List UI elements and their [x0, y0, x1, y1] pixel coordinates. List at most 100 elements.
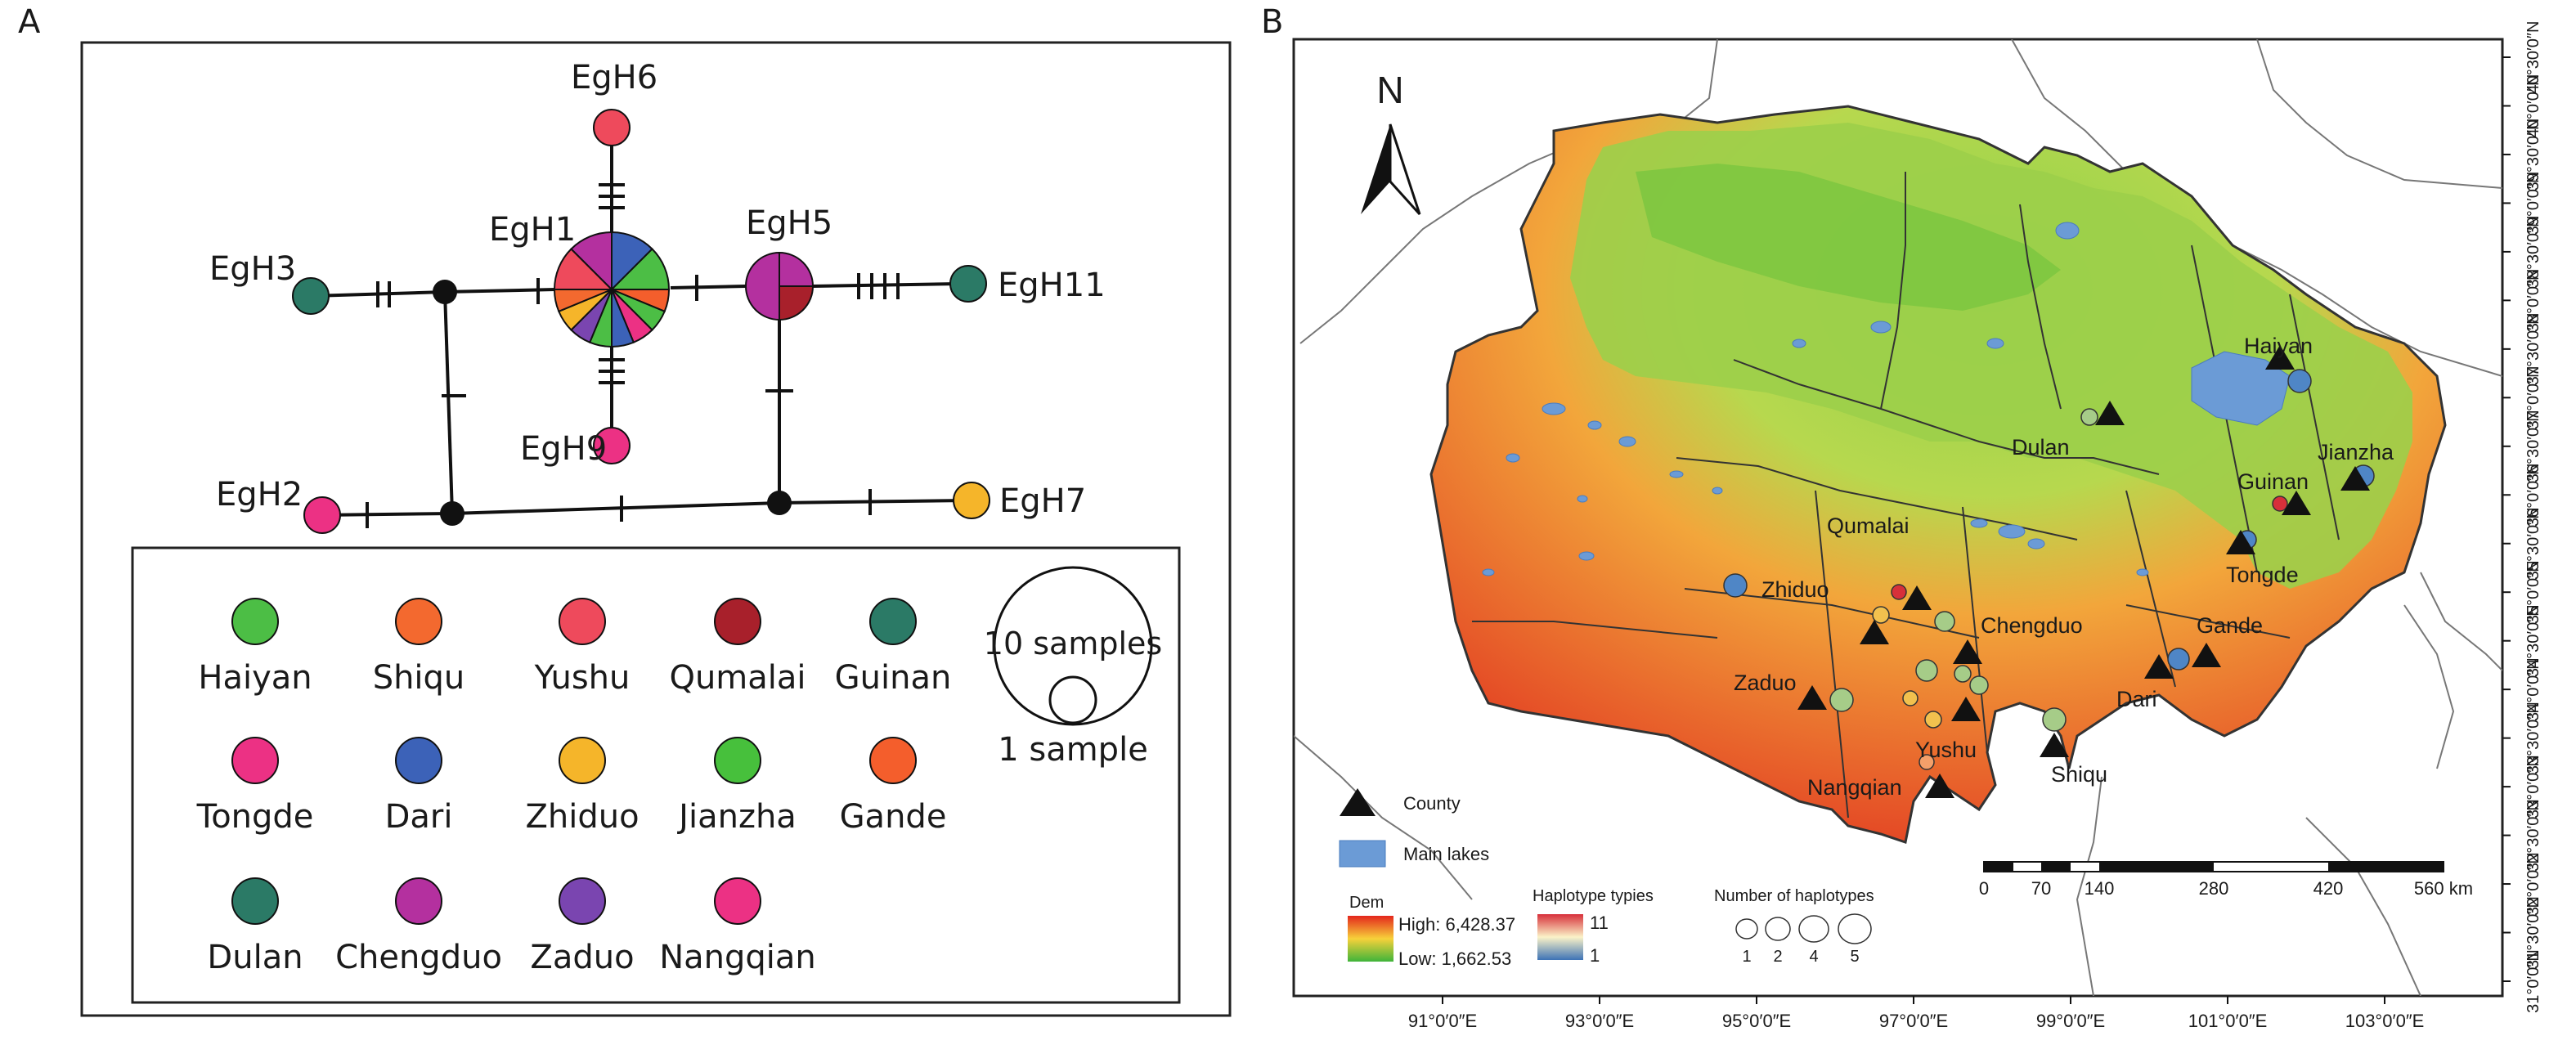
- latitude-label: 35°30′0″N: [2524, 507, 2542, 580]
- panel-a-frame: [80, 41, 1232, 1017]
- longitude-label: 97°0′0″E: [1879, 1011, 1948, 1031]
- legend-label-haiyan: Haiyan: [198, 659, 312, 697]
- legend-hap-low: 1: [1590, 945, 1600, 966]
- haplotype-label-egh5: EgH5: [746, 204, 832, 242]
- latitude-label: 36°30′0″N: [2524, 410, 2542, 482]
- latitude-label: 31°0′0″N: [2524, 949, 2542, 1013]
- longitude-label: 99°0′0″E: [2036, 1011, 2105, 1031]
- county-label-shiqu: Shiqu: [2051, 762, 2107, 787]
- legend-num-title: Number of haplotypes: [1714, 887, 1874, 905]
- county-legend: Haiyan Shiqu Yushu Qumalai Guinan Tongde Dari Z…: [196, 598, 951, 976]
- legend-label-nangqian: Nangqian: [659, 939, 816, 976]
- legend-label-gande: Gande: [840, 798, 947, 836]
- legend-num-value: 4: [1809, 948, 1818, 966]
- haplotype-egh11-node: [949, 265, 987, 303]
- edge-node2-node3: [451, 501, 780, 515]
- legend-label-dari: Dari: [385, 798, 453, 836]
- haplotype-label-egh2: EgH2: [216, 476, 303, 514]
- latitude-label: 38°0′0″N: [2524, 268, 2542, 332]
- legend-dem-ramp: [1348, 916, 1393, 962]
- scale-tick: 420: [2313, 878, 2344, 899]
- scale-tick: 140: [2085, 878, 2115, 899]
- legend-label-yushu: Yushu: [534, 659, 631, 697]
- haplotype-point: [1924, 711, 1942, 729]
- latitude-label: 37°0′0″N: [2524, 366, 2542, 429]
- haplotype-point: [1829, 688, 1854, 712]
- scale-bar: 0 70 140 280 420 560 km: [1979, 861, 2473, 899]
- legend-label-dulan: Dulan: [207, 939, 303, 976]
- legend-label-tongde: Tongde: [196, 798, 314, 836]
- latitude-label: 31°30′0″N: [2524, 896, 2542, 969]
- legend-num-symbol-2: [1765, 917, 1791, 941]
- haplotype-point: [1934, 611, 1955, 632]
- legend-dem-low: Low: 1,662.53: [1398, 949, 1511, 969]
- legend-label-jianzha: Jianzha: [676, 798, 797, 836]
- haplotype-point: [2167, 648, 2190, 671]
- haplotype-point: [2042, 707, 2067, 732]
- legend-swatch-shiqu: [395, 598, 442, 645]
- latitude-label: 37°30′0″N: [2524, 312, 2542, 385]
- county-marker: [1797, 685, 1827, 710]
- legend-swatch-yushu: [559, 598, 606, 645]
- haplotype-label-egh3: EgH3: [209, 250, 296, 288]
- haplotype-point: [2287, 369, 2312, 393]
- legend-swatch-zhiduo: [559, 737, 606, 784]
- haplotype-point: [1915, 659, 1938, 682]
- haplotype-egh5-pie: [744, 251, 815, 321]
- county-label-zhiduo: Zhiduo: [1761, 577, 1829, 602]
- county-marker: [2226, 530, 2255, 554]
- latitude-label: 32°0′0″N: [2524, 852, 2542, 916]
- county-label-dulan: Dulan: [2012, 435, 2070, 460]
- legend-hap-ramp: [1537, 914, 1583, 960]
- county-label-chengduo: Chengduo: [1981, 613, 2083, 638]
- legend-label-shiqu: Shiqu: [373, 659, 465, 697]
- county-markers: [1797, 345, 2370, 798]
- map-legend: County Main lakes Dem High: 6,428.37 Low…: [1339, 788, 1874, 969]
- legend-swatch-tongde: [231, 737, 279, 784]
- median-vector-node: [433, 280, 457, 304]
- county-marker: [2095, 401, 2125, 425]
- county-marker: [1925, 774, 1954, 798]
- map-area: Haiyan Jianzha Guinan Tongde Dulan Qumal…: [1294, 39, 2502, 996]
- legend-swatch-nangqian: [714, 877, 761, 925]
- haplotype-point: [2080, 408, 2098, 426]
- legend-swatch-jianzha: [714, 737, 761, 784]
- haplotype-egh6-node: [593, 109, 631, 146]
- haplotype-egh1-pie: [553, 231, 671, 348]
- median-vector-node: [440, 501, 464, 526]
- county-marker: [2144, 654, 2174, 679]
- size-legend-big-label: 10 samples: [984, 626, 1162, 662]
- scale-tick: 560 km: [2414, 878, 2473, 899]
- longitude-label: 91°0′0″E: [1408, 1011, 1477, 1031]
- county-marker: [1953, 639, 1982, 664]
- legend-swatch-guinan: [869, 598, 917, 645]
- scale-tick: 0: [1979, 878, 1989, 899]
- edge-node3-egh7: [779, 499, 969, 505]
- panel-b-letter: B: [1261, 3, 1283, 41]
- latitude-label: 33°0′0″N: [2524, 755, 2542, 819]
- county-label-qumalai: Qumalai: [1827, 514, 1910, 538]
- north-label: N: [1376, 69, 1403, 111]
- haplotype-point: [1723, 573, 1748, 598]
- latitude-label: 39°30′0″N: [2524, 119, 2542, 191]
- panel-a-letter: A: [18, 3, 41, 41]
- haplotype-point: [1969, 675, 1989, 695]
- county-marker: [1951, 697, 1981, 721]
- county-label-guinan: Guinan: [2237, 469, 2309, 494]
- longitude-label: 93°0′0″E: [1565, 1011, 1634, 1031]
- scale-tick: 280: [2199, 878, 2229, 899]
- latitude-label: 34°30′0″N: [2524, 604, 2542, 677]
- legend-num-symbol-1: [1735, 918, 1758, 940]
- haplotype-point: [1954, 665, 1972, 683]
- county-marker: [2040, 733, 2069, 757]
- longitude-labels: 91°0′0″E 93°0′0″E 95°0′0″E 97°0′0″E 99°0′0″E…: [1408, 996, 2424, 1031]
- haplotype-label-egh7: EgH7: [999, 482, 1086, 520]
- longitude-label: 95°0′0″E: [1722, 1011, 1791, 1031]
- legend-num-value: 5: [1850, 948, 1859, 966]
- median-vector-node: [767, 491, 792, 515]
- county-marker: [2192, 643, 2221, 667]
- latitude-label: 40°30′0″N: [2524, 21, 2542, 94]
- legend-num-value: 2: [1773, 948, 1782, 966]
- mutation-ticks: [366, 183, 900, 528]
